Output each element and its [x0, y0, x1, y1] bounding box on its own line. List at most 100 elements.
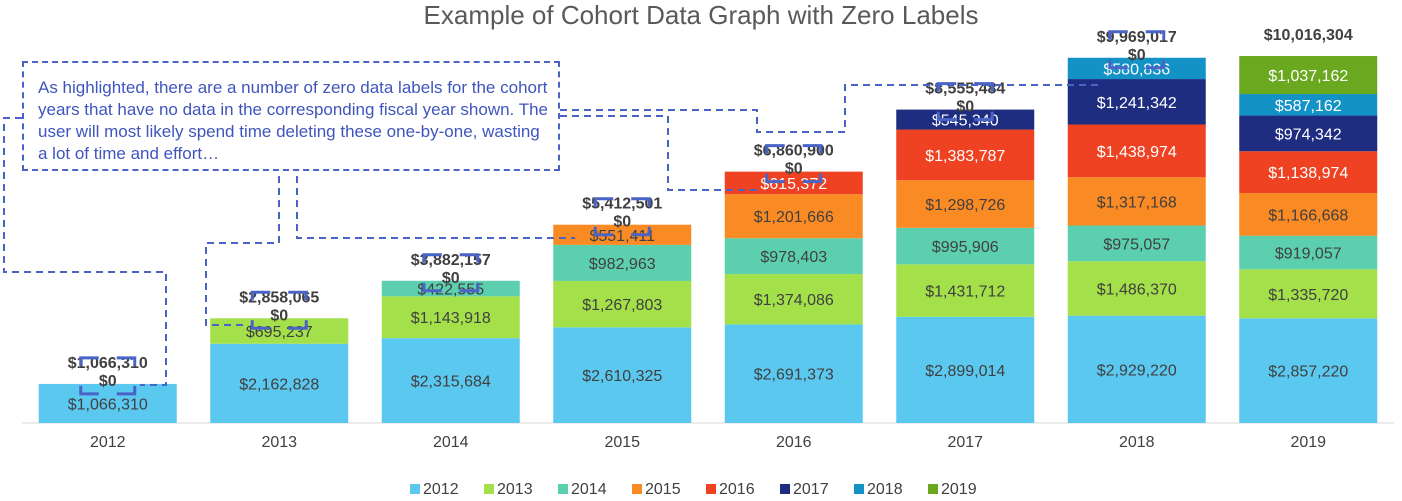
- zero-label-2013: $0: [270, 307, 288, 324]
- x-tick-label-2016: 2016: [776, 434, 812, 451]
- data-label-2017-series-2014: $995,906: [932, 239, 999, 256]
- data-label-2019-series-2017: $974,342: [1275, 126, 1342, 143]
- bar-2018-series-2013: [1067, 261, 1206, 316]
- legend-swatch-2018: [854, 484, 864, 494]
- zero-label-2014: $0: [442, 270, 460, 287]
- bar-2018-series-2015: [1067, 177, 1206, 226]
- data-label-2012-series-2012: $1,066,310: [68, 396, 148, 413]
- x-tick-label-2013: 2013: [261, 434, 297, 451]
- bar-2019-series-2018: [1239, 94, 1378, 116]
- zero-label-2016: $0: [785, 161, 803, 178]
- bar-2019-series-2015: [1239, 192, 1378, 236]
- data-label-2014-series-2013: $1,143,918: [411, 310, 491, 327]
- legend-label-2019: 2019: [941, 481, 977, 498]
- data-label-2019-series-2015: $1,166,668: [1268, 207, 1348, 224]
- data-label-2019-series-2014: $919,057: [1275, 246, 1342, 263]
- callout-connector-2013: [205, 176, 280, 326]
- data-label-2015-series-2012: $2,610,325: [582, 368, 662, 385]
- bar-2019-series-2016: [1239, 151, 1378, 193]
- callout-annotation: As highlighted, there are a number of ze…: [22, 61, 560, 171]
- data-label-2017-series-2017: $545,340: [932, 113, 999, 130]
- data-label-2018-series-2016: $1,438,974: [1097, 144, 1177, 161]
- data-label-2017-series-2016: $1,383,787: [925, 148, 1005, 165]
- data-label-2018-series-2014: $975,057: [1103, 236, 1170, 253]
- callout-connector-2012: [3, 117, 167, 386]
- bar-2018-series-2016: [1067, 124, 1206, 178]
- data-label-2019-series-2012: $2,857,220: [1268, 364, 1348, 381]
- zero-highlight-2013: [250, 290, 308, 330]
- data-label-2016-series-2015: $1,201,666: [754, 209, 834, 226]
- bar-2015-series-2015: [553, 224, 692, 245]
- bar-2016-series-2015: [724, 194, 863, 239]
- zero-label-2018: $0: [1128, 47, 1146, 64]
- data-label-2013-series-2013: $695,237: [246, 324, 313, 341]
- bar-2018-series-2017: [1067, 79, 1206, 125]
- x-tick-label-2017: 2017: [947, 434, 983, 451]
- data-label-2015-series-2014: $982,963: [589, 256, 656, 273]
- bar-2017-series-2015: [896, 180, 1035, 228]
- data-label-2014-series-2012: $2,315,684: [411, 374, 491, 391]
- data-label-2018-series-2012: $2,929,220: [1097, 362, 1177, 379]
- legend-label-2016: 2016: [719, 481, 755, 498]
- zero-highlight-2015: [593, 197, 651, 237]
- bar-2019-series-2014: [1239, 235, 1378, 270]
- x-tick-label-2014: 2014: [433, 434, 469, 451]
- bar-2016-series-2016: [724, 171, 863, 195]
- legend-swatch-2012: [410, 484, 420, 494]
- zero-label-2017: $0: [956, 99, 974, 116]
- bar-2015-series-2014: [553, 244, 692, 281]
- x-tick-label-2019: 2019: [1290, 434, 1326, 451]
- zero-highlight-2014: [422, 253, 480, 293]
- data-label-2015-series-2013: $1,267,803: [582, 297, 662, 314]
- data-label-2016-series-2014: $978,403: [760, 249, 827, 266]
- data-label-2017-series-2015: $1,298,726: [925, 197, 1005, 214]
- x-tick-label-2018: 2018: [1119, 434, 1155, 451]
- legend-swatch-2017: [780, 484, 790, 494]
- legend-swatch-2013: [484, 484, 494, 494]
- data-label-2019-series-2019: $1,037,162: [1268, 68, 1348, 85]
- data-label-2018-series-2013: $1,486,370: [1097, 281, 1177, 298]
- legend-label-2017: 2017: [793, 481, 829, 498]
- legend-swatch-2014: [558, 484, 568, 494]
- callout-connector-2016: [560, 115, 760, 191]
- bar-2016-series-2014: [724, 238, 863, 275]
- data-label-2014-series-2014: $422,555: [417, 282, 484, 299]
- data-label-2013-series-2012: $2,162,828: [239, 376, 319, 393]
- bar-2018-series-2012: [1067, 315, 1206, 423]
- chart-title: Example of Cohort Data Graph with Zero L…: [423, 0, 979, 30]
- bar-2012-series-2012: [38, 383, 177, 423]
- data-label-2018-series-2015: $1,317,168: [1097, 194, 1177, 211]
- bar-2016-series-2013: [724, 274, 863, 325]
- legend-swatch-2015: [632, 484, 642, 494]
- total-label-2019: $10,016,304: [1264, 27, 1353, 44]
- bar-2013-series-2012: [210, 343, 349, 423]
- zero-highlight-2017: [936, 82, 994, 122]
- bar-2013-series-2013: [210, 318, 349, 344]
- bar-2014-series-2012: [381, 338, 520, 423]
- data-label-2016-series-2012: $2,691,373: [754, 367, 834, 384]
- data-label-2017-series-2012: $2,899,014: [925, 363, 1005, 380]
- zero-label-2015: $0: [613, 214, 631, 231]
- zero-highlight-2016: [765, 144, 823, 184]
- zero-highlight-2012: [79, 356, 137, 396]
- legend-label-2015: 2015: [645, 481, 681, 498]
- bar-2016-series-2012: [724, 324, 863, 423]
- x-tick-label-2012: 2012: [90, 434, 126, 451]
- data-label-2016-series-2013: $1,374,086: [754, 292, 834, 309]
- bar-2017-series-2013: [896, 264, 1035, 317]
- bar-2017-series-2017: [896, 109, 1035, 130]
- zero-highlight-2018: [1108, 30, 1166, 70]
- bar-2019-series-2019: [1239, 56, 1378, 95]
- bar-2018-series-2018: [1067, 57, 1206, 80]
- legend-swatch-2016: [706, 484, 716, 494]
- data-label-2017-series-2013: $1,431,712: [925, 284, 1005, 301]
- bar-2015-series-2013: [553, 280, 692, 328]
- bar-2015-series-2012: [553, 327, 692, 423]
- data-label-2019-series-2013: $1,335,720: [1268, 287, 1348, 304]
- bar-2017-series-2016: [896, 129, 1035, 181]
- bar-2017-series-2014: [896, 227, 1035, 265]
- bar-2019-series-2012: [1239, 318, 1378, 423]
- callout-connector-2014: [296, 176, 575, 239]
- bar-2018-series-2014: [1067, 225, 1206, 262]
- data-label-2019-series-2016: $1,138,974: [1268, 165, 1348, 182]
